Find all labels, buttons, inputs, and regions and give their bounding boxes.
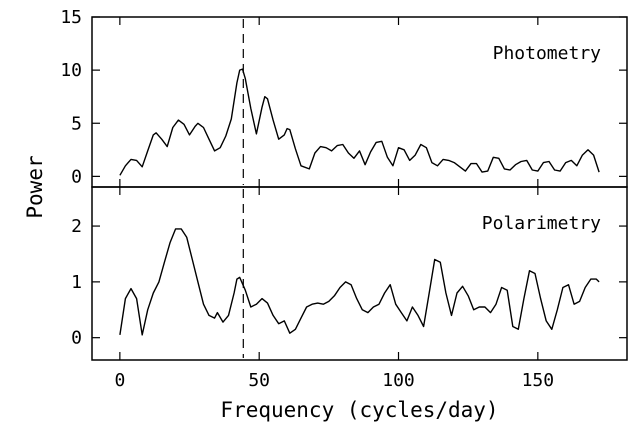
- panel-frame: [91, 186, 628, 361]
- y-tick-label: 10: [60, 60, 82, 81]
- y-axis-title: Power: [23, 155, 47, 218]
- x-tick-label: 150: [522, 370, 555, 391]
- x-tick-label: 50: [248, 370, 270, 391]
- photometry-panel: 0 5 10 15 Photometry: [60, 7, 628, 188]
- y-tick-label: 15: [60, 7, 82, 28]
- x-tick-label: 100: [382, 370, 415, 391]
- panel-label: Photometry: [493, 43, 602, 64]
- panel-label: Polarimetry: [482, 213, 601, 234]
- y-tick-label: 5: [71, 113, 82, 134]
- x-axis-title: Frequency (cycles/day): [220, 398, 498, 422]
- polarimetry-panel: 0 1 2 Polarimetry 0 50 100 150: [71, 186, 628, 391]
- y-tick-label: 1: [71, 272, 82, 293]
- y-tick-label: 0: [71, 166, 82, 187]
- power-spectrum-line: [119, 68, 600, 176]
- y-tick-label: 2: [71, 216, 82, 237]
- power-spectrum-line: [119, 228, 600, 336]
- x-tick-label: 0: [114, 370, 125, 391]
- y-tick-label: 0: [71, 328, 82, 349]
